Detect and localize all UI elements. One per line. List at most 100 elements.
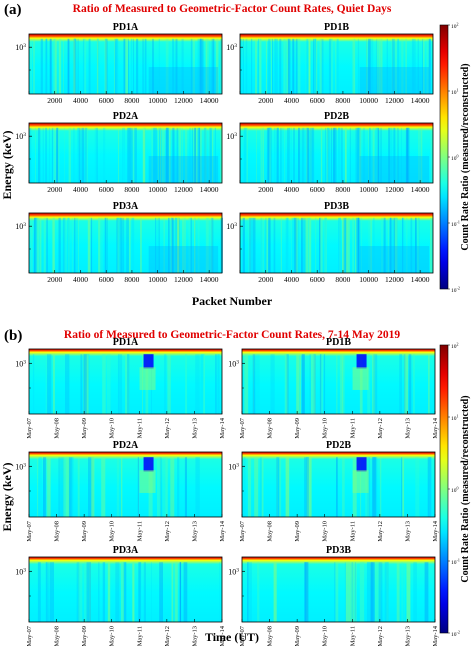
- heatmap-streak: [165, 127, 168, 183]
- x-axis-label: Packet Number: [192, 294, 273, 308]
- heatmap-streak: [336, 354, 338, 414]
- subplot-title: PD2B: [326, 440, 351, 451]
- heatmap-streak: [282, 127, 284, 183]
- heatmap-streak: [308, 38, 311, 94]
- heatmap-burst-halo: [139, 470, 156, 493]
- x-tick-label: May-12: [164, 626, 171, 646]
- heatmap-streak: [305, 38, 307, 94]
- x-tick-label: 8000: [124, 185, 139, 194]
- subplot-pd2a: 103 May-07 May-08 May-09 May-10 May-11 May-12 M…: [15, 451, 226, 542]
- heatmap-streak: [152, 38, 154, 94]
- heatmap-streak: [408, 127, 410, 183]
- subplot-title: PD2A: [113, 111, 139, 122]
- heatmap-streak: [163, 127, 165, 183]
- heatmap-streak: [137, 457, 139, 517]
- y-tick-label: 103: [15, 462, 26, 471]
- heatmap-streak: [128, 217, 131, 273]
- x-tick-label: May-08: [54, 418, 61, 439]
- heatmap-streak: [35, 217, 38, 273]
- x-tick-label: May-08: [267, 626, 274, 646]
- heatmap-streak: [121, 562, 124, 622]
- heatmap-streak: [286, 354, 289, 414]
- colorbar-tick-label: 100: [451, 154, 459, 163]
- heatmap-streak: [124, 38, 125, 94]
- x-tick-label: May-14: [219, 625, 226, 646]
- heatmap-streak: [380, 127, 382, 183]
- x-tick-label: 4000: [284, 96, 299, 105]
- heatmap-streak: [105, 217, 107, 273]
- colorbar: [439, 344, 449, 634]
- heatmap-streak: [423, 38, 425, 94]
- heatmap-streak: [68, 457, 73, 517]
- heatmap-streak: [378, 562, 381, 622]
- heatmap-burst-halo: [139, 367, 156, 390]
- heatmap-streak: [295, 217, 299, 273]
- heatmap-streak: [172, 38, 175, 94]
- x-tick-label: 14000: [200, 96, 219, 105]
- x-tick-label: May-14: [219, 417, 226, 438]
- heatmap-streak: [133, 38, 134, 94]
- subplot-pd2b: 103 2000 4000 6000 8000 10000 12000 14000: [226, 122, 434, 194]
- heatmap-streak: [353, 38, 356, 94]
- heatmap-streak: [284, 127, 286, 183]
- heatmap-streak: [240, 38, 242, 94]
- heatmap-streak: [53, 38, 56, 94]
- heatmap-streak: [357, 127, 361, 183]
- heatmap-streak: [60, 38, 62, 94]
- heatmap-streak: [394, 217, 398, 273]
- heatmap-streak: [51, 127, 53, 183]
- subplot-frame: [28, 212, 223, 274]
- heatmap-streak: [294, 38, 296, 94]
- x-tick-label: May-09: [294, 521, 301, 542]
- heatmap-streak: [355, 562, 356, 622]
- heatmap-streak: [252, 354, 256, 414]
- heatmap-streak: [370, 38, 374, 94]
- heatmap-streak: [73, 38, 76, 94]
- heatmap-streak: [270, 38, 272, 94]
- heatmap-streak: [303, 127, 305, 183]
- heatmap-streak: [273, 562, 277, 622]
- heatmap-streak: [47, 457, 51, 517]
- heatmap-streak: [430, 217, 431, 273]
- subplot-pd3a: 103 May-07 May-08 May-09 May-10 May-11 May-12 M…: [15, 556, 226, 646]
- subplot-frame: [239, 212, 434, 274]
- x-tick-label: 2000: [47, 96, 62, 105]
- heatmap-streak: [279, 457, 282, 517]
- subplot-pd2a: 103 2000 4000 6000 8000 10000 12000 14000: [15, 122, 223, 194]
- heatmap-streak: [63, 38, 64, 94]
- heatmap-streak: [157, 127, 159, 183]
- x-tick-label: 12000: [385, 185, 404, 194]
- heatmap-streak: [195, 354, 200, 414]
- y-tick-label: 103: [226, 222, 237, 231]
- heatmap-streak: [280, 217, 282, 273]
- heatmap-streak: [393, 217, 396, 273]
- heatmap-streak: [105, 38, 108, 94]
- heatmap-streak: [91, 457, 95, 517]
- colorbar-label: Count Rate Ratio (measured/reconstructed…: [460, 395, 471, 582]
- colorbar-tick-label: 10-2: [451, 286, 460, 295]
- heatmap-streak: [162, 127, 164, 183]
- heatmap-streak: [260, 127, 262, 183]
- heatmap-streak: [64, 217, 67, 273]
- heatmap-streak: [164, 354, 167, 414]
- heatmap-streak: [326, 127, 330, 183]
- heatmap-streak: [166, 127, 169, 183]
- heatmap-streak: [118, 217, 121, 273]
- heatmap-streak: [296, 354, 300, 414]
- heatmap-streak: [255, 38, 257, 94]
- x-tick-label: 6000: [99, 96, 114, 105]
- x-tick-label: May-08: [54, 521, 61, 542]
- subplot-pd3a: 103 2000 4000 6000 8000 10000 12000 14000: [15, 212, 223, 284]
- heatmap-streak: [211, 217, 213, 273]
- heatmap-streak: [373, 457, 378, 517]
- heatmap-streak: [346, 217, 349, 273]
- heatmap-streak: [123, 38, 126, 94]
- heatmap-streak: [275, 38, 278, 94]
- colorbar-tick-label: 101: [451, 88, 459, 97]
- heatmap-streak: [45, 127, 47, 183]
- heatmap-streak: [165, 38, 169, 94]
- heatmap-streak: [120, 217, 123, 273]
- x-tick-label: 4000: [284, 275, 299, 284]
- heatmap-streak: [276, 457, 280, 517]
- heatmap-streak: [114, 38, 115, 94]
